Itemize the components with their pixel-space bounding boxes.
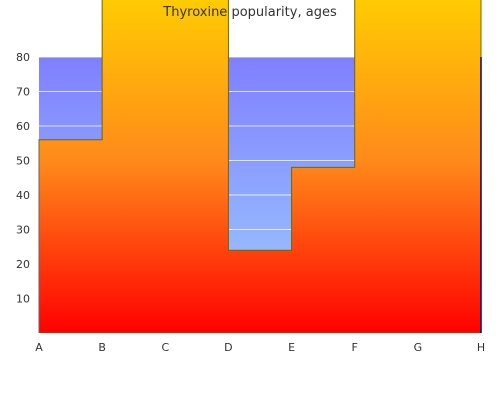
x-tick-label: A	[35, 341, 43, 354]
y-tick-label: 60	[16, 120, 30, 133]
chart-title: Thyroxine popularity, ages	[162, 5, 337, 20]
y-axis-ticks: 10 20 30 40 50 60 70 80	[16, 51, 30, 306]
y-tick-label: 50	[16, 155, 30, 168]
x-tick-label: B	[98, 341, 106, 354]
x-tick-label: C	[161, 341, 169, 354]
x-tick-label: E	[288, 341, 295, 354]
y-tick-label: 30	[16, 224, 30, 237]
x-tick-label: G	[414, 341, 423, 354]
x-tick-label: F	[352, 341, 358, 354]
y-tick-label: 70	[16, 86, 30, 99]
y-tick-label: 80	[16, 51, 30, 64]
x-tick-label: D	[224, 341, 232, 354]
y-tick-label: 20	[16, 258, 30, 271]
axes-layer	[38, 57, 482, 333]
x-axis-ticks: A B C D E F G H	[35, 341, 485, 354]
x-tick-label: H	[477, 341, 485, 354]
y-tick-label: 40	[16, 189, 30, 202]
y-tick-label: 10	[16, 293, 30, 306]
